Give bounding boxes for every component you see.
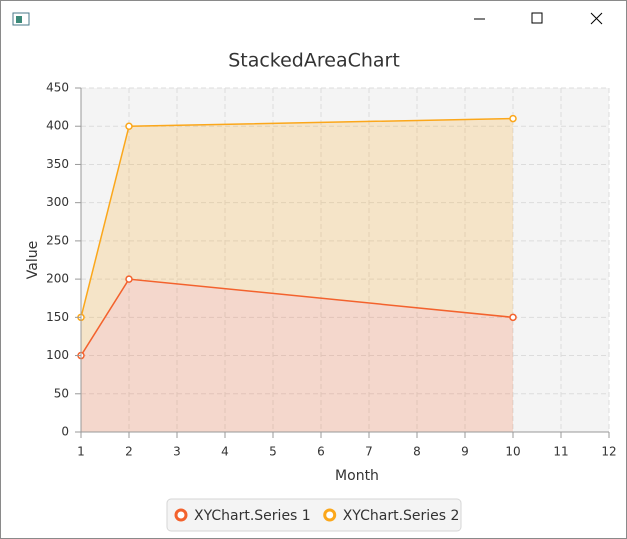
chart-title: StackedAreaChart [228,50,400,72]
close-button[interactable] [590,12,603,25]
x-tick-label: 6 [317,445,325,459]
legend-label: XYChart.Series 2 [343,508,460,524]
y-axis-label: Value [25,241,41,279]
area [81,118,513,356]
x-tick-label: 5 [269,445,277,459]
area [81,279,513,432]
data-point [509,313,517,322]
x-tick-label: 9 [461,445,469,459]
y-tick-label: 100 [46,348,69,362]
y-tick-label: 0 [61,425,69,439]
x-axis-label: Month [335,468,379,484]
y-tick-label: 300 [46,195,69,209]
legend [166,498,462,532]
y-tick-label: 350 [46,157,69,171]
x-tick-label: 11 [553,445,568,459]
x-tick-label: 4 [221,445,229,459]
plot-background [81,88,609,432]
maximize-button[interactable] [531,12,543,24]
y-tick-label: 400 [46,119,69,133]
x-tick-label: 10 [505,445,520,459]
y-tick-label: 450 [46,81,69,95]
data-point [125,122,133,130]
app-icon-inner [16,16,22,23]
y-tick-label: 250 [46,233,69,247]
x-tick-label: 2 [125,445,133,459]
data-point [509,114,517,123]
x-tick-label: 8 [413,445,421,459]
x-tick-label: 7 [365,445,373,459]
legend-symbol [174,508,188,522]
x-tick-label: 3 [173,445,181,459]
y-tick-label: 50 [54,386,69,400]
y-tick-label: 200 [46,272,69,286]
x-tick-label: 12 [601,445,616,459]
x-tick-label: 1 [77,445,85,459]
y-tick-label: 150 [46,310,69,324]
data-point [125,275,133,283]
legend-label: XYChart.Series 1 [194,508,311,524]
legend-symbol [323,508,337,522]
